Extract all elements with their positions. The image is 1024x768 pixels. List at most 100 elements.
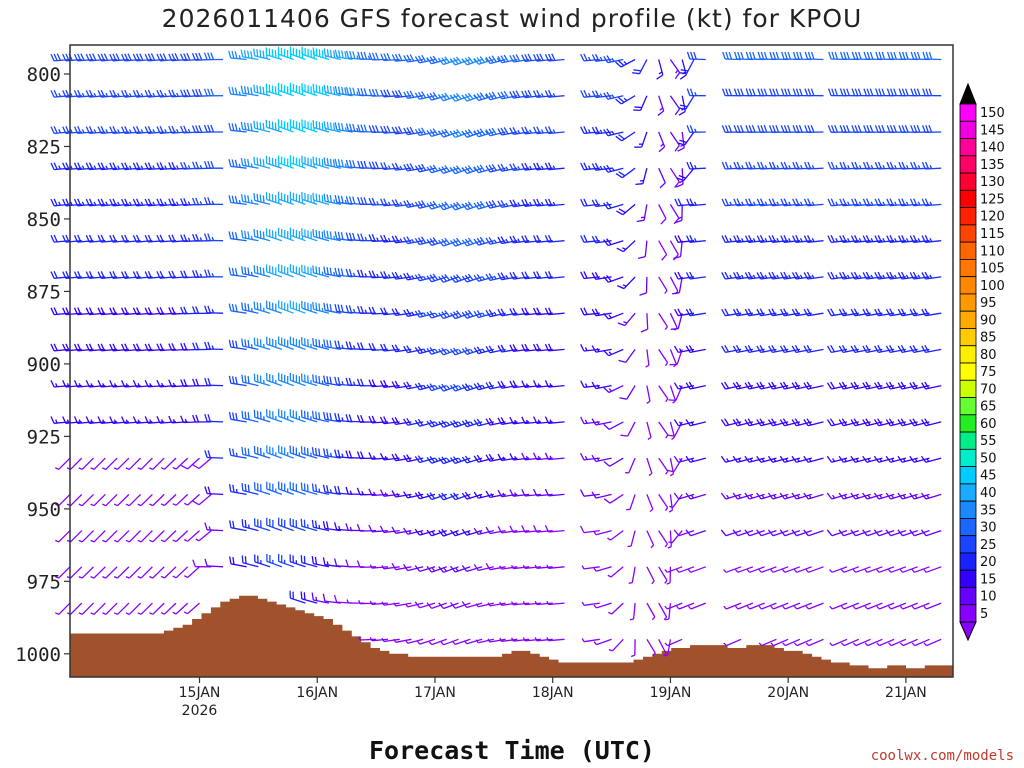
barb-feather [326,85,329,93]
barb-feather [124,307,129,315]
barb-feather [473,383,479,391]
wind-barb [228,375,247,387]
barb-feather [603,423,610,430]
barb-feather [109,90,114,98]
barb-feather [591,272,597,280]
barb-feather [62,53,67,62]
wind-barb [685,529,707,537]
barb-feather [192,414,196,423]
barb-feather [100,343,105,351]
wind-barb [368,306,388,315]
barb-staff [620,95,636,105]
barb-feather [747,308,753,316]
wind-barb [144,416,165,424]
wind-barb [113,457,130,470]
barb-feather [337,340,341,349]
barb-feather [250,87,253,95]
barb-feather [916,124,921,133]
wind-barb [733,198,753,207]
barb-feather [326,230,329,239]
barb-feather [180,198,185,206]
colorbar-swatch [959,310,977,329]
wind-barb [544,452,565,461]
wind-barb [897,492,918,500]
barb-feather [657,110,665,117]
barb-feather [109,271,114,279]
barb-feather [893,124,897,133]
barb-feather [827,88,832,96]
barb-staff [466,602,483,609]
barb-feather [810,88,815,96]
barb-feather [300,591,303,599]
barb-feather [368,234,373,242]
barb-staff [627,421,636,437]
barb-feather [736,271,741,279]
wind-barb [888,602,907,610]
barb-feather [842,271,847,279]
barb-staff [230,274,247,278]
barb-half-feather [608,611,612,615]
wind-barb [322,484,341,496]
barb-feather [845,124,850,133]
barb-feather [156,198,161,206]
barb-feather [757,51,762,60]
barb-feather [890,51,894,60]
barb-feather [673,217,680,225]
wind-barb [497,199,518,208]
wind-barb [50,126,71,135]
wind-barb [253,409,271,423]
barb-feather [806,344,812,353]
barb-feather [368,270,373,278]
barb-feather [65,343,70,351]
barb-staff [81,493,94,507]
barb-feather [383,162,388,170]
barb-half-feather [183,502,188,506]
barb-half-feather [113,383,117,388]
wind-barb [334,158,353,169]
barb-feather [168,198,173,206]
barb-feather [360,233,364,241]
barb-feather [544,525,550,533]
barb-feather [326,412,329,420]
wind-barb [73,271,94,279]
wind-barb [909,308,930,317]
barb-feather [877,161,882,170]
barb-feather [156,307,161,315]
barb-feather [893,51,897,60]
barb-staff [761,638,777,647]
barb-feather [359,451,364,459]
barb-feather [379,489,385,497]
barb-feather [429,347,436,354]
barb-half-feather [517,202,521,207]
barb-feather [256,302,259,310]
barb-feather [488,309,494,317]
barb-feather [73,380,79,388]
barb-feather [100,162,105,170]
wind-barb [277,82,294,97]
barb-staff [725,566,742,573]
barb-staff [105,457,118,470]
barb-feather [97,235,102,243]
barb-feather [461,384,468,391]
wind-barb [149,457,165,470]
barb-feather [429,56,435,64]
barb-half-feather [608,648,613,652]
barb-feather [485,237,491,245]
barb-feather [725,51,729,60]
barb-feather [784,88,788,96]
barb-feather [689,271,694,279]
barb-half-feather [549,419,553,424]
barb-half-feather [914,458,918,462]
barb-feather [670,328,679,330]
wind-barb [426,347,447,355]
barb-staff [117,457,130,470]
barb-staff [478,638,494,644]
barb-feather [467,309,474,317]
barb-feather [449,384,456,392]
wind-barb [229,556,247,568]
barb-feather [500,127,506,135]
barb-feather [751,88,756,96]
wind-barb [533,452,553,461]
barb-feather [334,158,338,167]
colorbar-label: 120 [980,210,1005,225]
